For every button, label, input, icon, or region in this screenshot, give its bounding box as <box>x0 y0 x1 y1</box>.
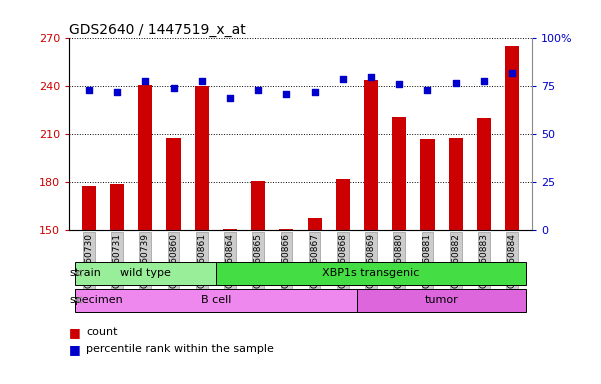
Bar <box>392 117 406 230</box>
Point <box>112 89 122 95</box>
Bar <box>448 137 463 230</box>
Text: tumor: tumor <box>425 295 459 305</box>
Bar <box>75 262 216 285</box>
Bar <box>195 86 209 230</box>
Text: ■: ■ <box>69 326 81 339</box>
Point <box>197 78 207 84</box>
Text: GDS2640 / 1447519_x_at: GDS2640 / 1447519_x_at <box>69 23 246 37</box>
Point <box>423 87 432 93</box>
Bar <box>138 85 153 230</box>
Point <box>282 91 291 97</box>
Point <box>84 87 94 93</box>
Point <box>169 85 178 91</box>
Text: ■: ■ <box>69 343 81 356</box>
Point <box>451 79 460 86</box>
Point <box>338 76 347 82</box>
Bar <box>308 218 322 230</box>
Point <box>141 78 150 84</box>
Text: specimen: specimen <box>70 295 123 305</box>
Text: count: count <box>86 327 117 337</box>
Point <box>225 95 235 101</box>
Bar <box>110 184 124 230</box>
Text: wild type: wild type <box>120 268 171 278</box>
Bar <box>357 289 526 312</box>
Point <box>310 89 319 95</box>
Point <box>254 87 263 93</box>
Point <box>366 74 376 80</box>
Bar <box>336 179 350 230</box>
Bar <box>421 139 435 230</box>
Point <box>394 81 404 88</box>
Bar <box>505 46 519 230</box>
Bar <box>75 289 357 312</box>
Bar <box>216 262 526 285</box>
Bar <box>251 181 265 230</box>
Text: XBP1s transgenic: XBP1s transgenic <box>322 268 419 278</box>
Bar <box>223 229 237 230</box>
Bar <box>166 137 180 230</box>
Point <box>507 70 517 76</box>
Bar <box>279 229 293 230</box>
Bar <box>82 185 96 230</box>
Text: percentile rank within the sample: percentile rank within the sample <box>86 344 274 354</box>
Bar <box>364 80 378 230</box>
Bar <box>477 118 491 230</box>
Text: B cell: B cell <box>201 295 231 305</box>
Point <box>479 78 489 84</box>
Text: strain: strain <box>70 268 102 278</box>
